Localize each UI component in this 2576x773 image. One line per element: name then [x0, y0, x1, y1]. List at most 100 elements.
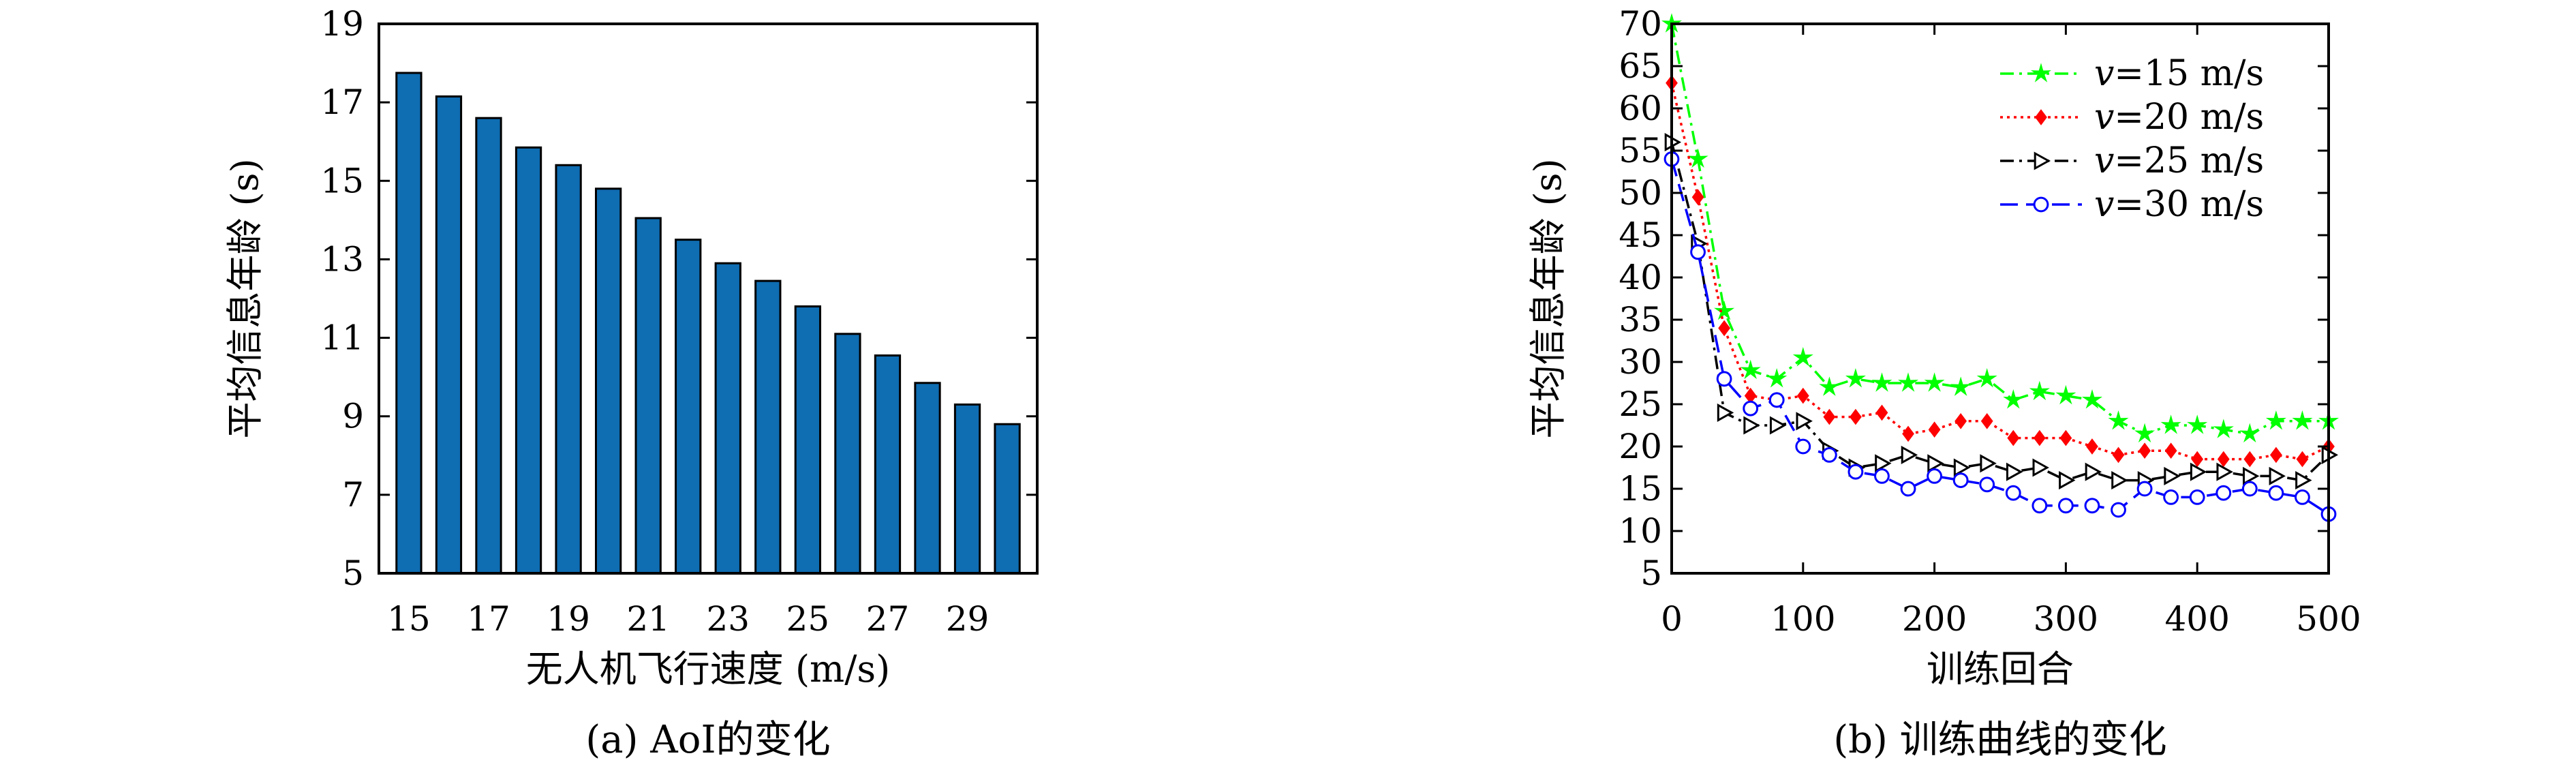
legend-label-4: v=30 m/s [2094, 184, 2264, 225]
series-3-point-180 [1901, 445, 1918, 464]
series-1-point-360 [2134, 423, 2156, 443]
series-2-point-120 [1823, 408, 1836, 425]
y-tick-label-15: 15 [1619, 469, 1662, 509]
series-2-point-320 [2086, 438, 2098, 455]
series-1-point-60 [1740, 359, 1761, 380]
series-2-point-480 [2296, 451, 2309, 468]
series-3-point-400 [2190, 462, 2207, 481]
y-tick-label-65: 65 [1619, 46, 1662, 86]
bar-24 [754, 279, 782, 575]
x-tick-label-29: 29 [946, 599, 990, 639]
series-1-point-100 [1792, 347, 1813, 367]
x-tick-label-21: 21 [626, 599, 670, 639]
series-4-point-120 [1821, 447, 1837, 463]
x-tick-label-19: 19 [547, 599, 590, 639]
chart-b-plot-frame [1670, 22, 2330, 575]
series-1-point-220 [1950, 376, 1972, 396]
series-3 [1664, 133, 2339, 490]
series-1-point-380 [2160, 414, 2181, 434]
series-2-point-460 [2270, 446, 2282, 464]
bar-17 [475, 117, 502, 575]
series-4-point-180 [1900, 481, 1916, 497]
series-3-point-320 [2085, 462, 2102, 481]
series-2-point-200 [1928, 421, 1941, 438]
series-3-point-240 [1980, 454, 1997, 473]
series-4-point-440 [2241, 481, 2258, 497]
series-4-point-420 [2215, 485, 2232, 501]
series-2-point-20 [1691, 189, 1704, 206]
series-4-point-20 [1690, 244, 1706, 260]
bar-26 [834, 333, 861, 575]
series-line-1 [1670, 23, 2329, 436]
series-4-point-160 [1874, 468, 1890, 484]
series-2-point-180 [1902, 425, 1914, 442]
y-tick-label-19: 19 [320, 4, 364, 44]
y-tick-label-40: 40 [1619, 258, 1662, 297]
chart-a-caption: (a) AoI的变化 [585, 718, 830, 762]
series-1-point-120 [1819, 376, 1840, 396]
series-3-point-380 [2164, 466, 2181, 485]
series-4-point-100 [1795, 438, 1811, 455]
series-1-point-140 [1845, 368, 1866, 388]
series-1-point-340 [2108, 410, 2129, 430]
series-4-point-340 [2111, 502, 2126, 518]
y-tick-label-60: 60 [1619, 89, 1662, 128]
x-tick-label-25: 25 [786, 599, 830, 639]
legend-var-4: v [2094, 184, 2114, 225]
y-tick-label-9: 9 [342, 397, 364, 436]
legend-entry-2: v=20 m/s [2000, 97, 2264, 138]
series-3-point-160 [1875, 454, 1892, 473]
y-tick-label-20: 20 [1619, 427, 1662, 466]
y-tick-label-55: 55 [1619, 131, 1662, 170]
legend-marker-4 [2033, 196, 2049, 213]
y-tick-label-7: 7 [342, 475, 364, 515]
legend-label-3: v=25 m/s [2094, 140, 2264, 181]
series-2-point-100 [1796, 387, 1809, 404]
series-4-point-60 [1743, 400, 1759, 416]
legend-value-2: =20 m/s [2114, 97, 2264, 138]
chart-a-ticks: 5 7 9 11 13 15 17 19 15 17 19 21 23 25 27 29 [320, 4, 1037, 639]
legend-label-1: v=15 m/s [2094, 53, 2264, 94]
series-4-point-240 [1979, 476, 1995, 493]
y-tick-label-5: 5 [1640, 554, 1662, 593]
x-tick-label-400: 400 [2164, 599, 2229, 639]
bar-19 [555, 164, 582, 575]
series-1-point-400 [2187, 414, 2208, 434]
x-tick-label-0: 0 [1661, 599, 1683, 639]
y-tick-label-50: 50 [1619, 173, 1662, 213]
series-1-point-20 [1687, 148, 1708, 168]
series-3-point-260 [2006, 462, 2023, 481]
y-tick-label-35: 35 [1619, 300, 1662, 339]
y-tick-label-45: 45 [1619, 215, 1662, 255]
series-2-point-240 [1980, 412, 1993, 429]
series-2-point-380 [2164, 442, 2177, 459]
chart-b-caption: (b) 训练曲线的变化 [1833, 718, 2166, 762]
chart-b-xlabel: 训练回合 [1927, 648, 2074, 691]
legend-entry-1: v=15 m/s [2000, 53, 2264, 94]
bar-30 [994, 423, 1021, 575]
legend-marker-1 [2030, 63, 2052, 82]
series-3-point-300 [2059, 471, 2076, 490]
series-1-point-180 [1897, 372, 1919, 392]
bar-20 [594, 187, 622, 575]
series-2-point-220 [1954, 412, 1967, 429]
x-tick-label-17: 17 [467, 599, 510, 639]
series-1-point-420 [2213, 419, 2234, 438]
bar-25 [794, 305, 822, 575]
series-2-point-440 [2243, 451, 2256, 468]
chart-a-aoi-bars: 5 7 9 11 13 15 17 19 15 17 19 21 23 25 27 29 无人机飞行速度 (m… [224, 4, 1039, 762]
series-3-point-340 [2111, 471, 2128, 490]
y-tick-label-25: 25 [1619, 384, 1662, 424]
legend-value-4: =30 m/s [2114, 184, 2264, 225]
chart-b-legend: v=15 m/sv=20 m/sv=25 m/sv=30 m/s [2000, 53, 2264, 225]
legend-var-3: v [2094, 140, 2114, 181]
series-2-point-280 [2033, 429, 2046, 446]
bar-21 [634, 217, 662, 575]
x-tick-label-23: 23 [706, 599, 750, 639]
series-4-point-200 [1927, 468, 1943, 484]
series-4-point-300 [2058, 498, 2074, 514]
series-1-point-320 [2081, 389, 2103, 409]
y-tick-label-30: 30 [1619, 342, 1662, 382]
series-3-point-480 [2295, 471, 2312, 490]
